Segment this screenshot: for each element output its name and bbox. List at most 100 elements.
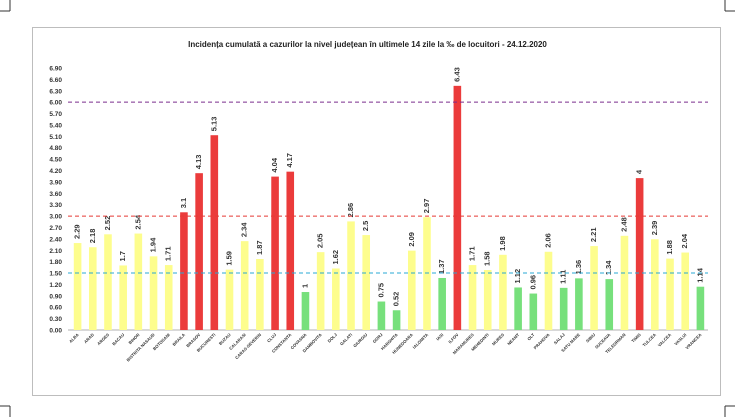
data-label: 1.71 (164, 246, 173, 261)
data-label: 4.17 (285, 153, 294, 168)
data-label: 2.5 (361, 221, 370, 231)
bar (286, 171, 295, 330)
data-label: 2.21 (589, 227, 598, 242)
bar (256, 258, 264, 330)
bar (499, 254, 507, 330)
category-label: CLUJ (266, 332, 278, 344)
bar (240, 241, 249, 330)
bar (210, 135, 219, 330)
category-label: ILFOV (447, 332, 459, 344)
category-label: VRANCEA (684, 332, 702, 350)
y-tick-label: 6.00 (49, 100, 62, 107)
category-label: BUZAU (218, 332, 232, 346)
data-label: 4 (635, 169, 644, 174)
category-label: ARAD (83, 332, 95, 344)
data-label: 1.71 (468, 246, 477, 261)
category-label: SIBIU (585, 332, 596, 343)
bar (575, 278, 583, 330)
bar (73, 243, 82, 330)
data-label: 1.87 (255, 240, 264, 255)
bar (635, 178, 644, 330)
data-label: 2.05 (316, 234, 325, 249)
y-tick-label: 0.30 (49, 316, 62, 323)
category-label: GIURGIU (352, 332, 368, 348)
category-label: DOLJ (327, 332, 339, 344)
data-label: 1.62 (331, 250, 340, 265)
y-tick-label: 2.10 (49, 248, 62, 255)
bar (104, 234, 112, 330)
data-label: 1.58 (483, 251, 492, 266)
bar (377, 301, 386, 330)
bar (590, 246, 598, 330)
bar (651, 239, 659, 330)
bar (301, 292, 310, 330)
bar (347, 221, 355, 330)
data-label: 2.04 (680, 233, 689, 248)
y-tick-label: 3.60 (49, 191, 62, 198)
y-tick-label: 6.60 (49, 77, 62, 84)
y-tick-label: 2.70 (49, 225, 62, 232)
y-tick-label: 2.40 (49, 236, 62, 243)
bar (195, 173, 203, 330)
bar (119, 265, 127, 330)
category-label: GALATI (339, 332, 353, 346)
y-tick-label: 0.00 (49, 328, 62, 335)
y-tick-label: 0.90 (49, 293, 62, 300)
category-label: VALCEA (657, 332, 672, 347)
category-label: TIMIS (630, 332, 642, 344)
data-label: 1.88 (665, 240, 674, 255)
bar (316, 252, 325, 330)
category-label: PRAHOVA (533, 332, 551, 350)
bar (271, 176, 279, 330)
data-label: 2.39 (650, 221, 659, 236)
data-label: 4.04 (270, 157, 279, 172)
data-label: 1.94 (149, 237, 158, 252)
category-label: ALBA (68, 332, 80, 344)
bar (514, 287, 522, 330)
category-label: IASI (435, 332, 444, 341)
data-label: 2.29 (73, 224, 82, 239)
bar (620, 235, 629, 330)
data-label: 2.52 (103, 216, 112, 231)
bar (88, 247, 97, 330)
y-tick-label: 4.50 (49, 157, 62, 164)
bar (180, 212, 188, 330)
y-tick-label: 1.80 (49, 259, 62, 266)
data-label: 2.34 (240, 222, 249, 237)
category-label: MURES (491, 332, 505, 346)
bar (529, 293, 538, 330)
category-label: GORJ (372, 332, 384, 344)
y-tick-label: 6.30 (49, 88, 62, 95)
bar (149, 256, 158, 330)
bar (332, 268, 340, 330)
y-tick-label: 5.10 (49, 134, 62, 141)
y-tick-label: 3.00 (49, 214, 62, 221)
bar (681, 252, 690, 330)
bar (438, 277, 446, 330)
data-label: 0.52 (392, 292, 401, 307)
category-label: BIHOR (127, 332, 140, 345)
data-label: 2.54 (133, 214, 142, 229)
category-label: TULCEA (641, 332, 657, 348)
y-tick-label: 5.70 (49, 111, 62, 118)
data-label: 1.34 (604, 260, 613, 275)
data-label: 2.86 (346, 203, 355, 218)
y-tick-label: 6.90 (49, 66, 62, 73)
data-label: 2.18 (88, 229, 97, 244)
bar (423, 217, 431, 330)
bar (468, 265, 477, 330)
bar (134, 233, 143, 330)
bar (559, 287, 568, 330)
data-label: 2.97 (422, 199, 431, 214)
bar (362, 235, 371, 330)
data-label: 1 (300, 284, 309, 288)
data-label: 0.75 (376, 283, 385, 298)
data-label: 2.48 (619, 217, 628, 232)
data-label: 1.11 (559, 270, 568, 284)
y-tick-label: 4.80 (49, 145, 62, 152)
category-label: BACAU (111, 332, 125, 346)
category-label: IALOMITA (412, 332, 430, 350)
